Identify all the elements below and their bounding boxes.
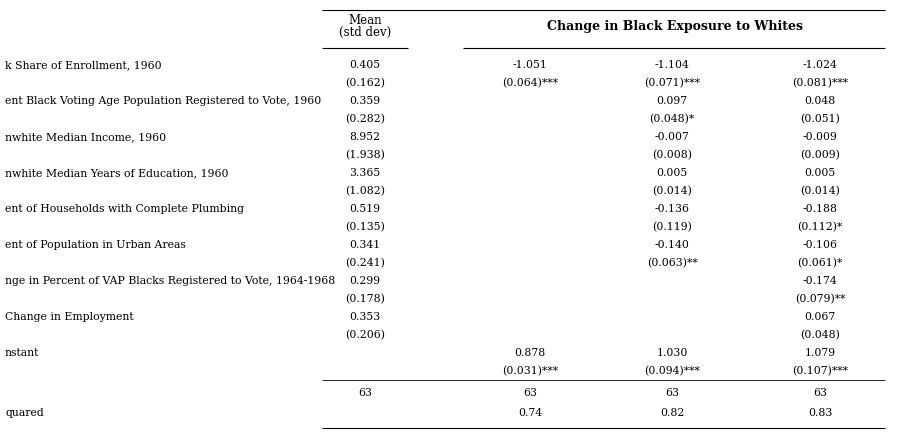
Text: (0.107)***: (0.107)*** — [792, 366, 848, 376]
Text: nge in Percent of VAP Blacks Registered to Vote, 1964-1968: nge in Percent of VAP Blacks Registered … — [5, 276, 336, 286]
Text: quared: quared — [5, 408, 44, 418]
Text: -1.051: -1.051 — [513, 60, 547, 70]
Text: (0.112)*: (0.112)* — [797, 222, 843, 232]
Text: 0.83: 0.83 — [808, 408, 833, 418]
Text: -0.188: -0.188 — [802, 204, 837, 214]
Text: 0.299: 0.299 — [349, 276, 381, 286]
Text: (0.064)***: (0.064)*** — [502, 78, 558, 88]
Text: 63: 63 — [358, 388, 372, 398]
Text: (0.063)**: (0.063)** — [646, 258, 697, 268]
Text: (1.082): (1.082) — [345, 186, 385, 196]
Text: (0.048)*: (0.048)* — [649, 114, 694, 124]
Text: 0.353: 0.353 — [349, 312, 381, 322]
Text: -1.024: -1.024 — [802, 60, 837, 70]
Text: 63: 63 — [665, 388, 679, 398]
Text: k Share of Enrollment, 1960: k Share of Enrollment, 1960 — [5, 60, 161, 70]
Text: (0.162): (0.162) — [345, 78, 385, 88]
Text: (0.061)*: (0.061)* — [797, 258, 843, 268]
Text: -0.106: -0.106 — [802, 240, 837, 250]
Text: Change in Employment: Change in Employment — [5, 312, 134, 322]
Text: -0.009: -0.009 — [802, 132, 837, 142]
Text: (0.282): (0.282) — [345, 114, 385, 124]
Text: (0.119): (0.119) — [652, 222, 692, 232]
Text: nwhite Median Income, 1960: nwhite Median Income, 1960 — [5, 132, 166, 142]
Text: (0.051): (0.051) — [800, 114, 840, 124]
Text: ent of Households with Complete Plumbing: ent of Households with Complete Plumbing — [5, 204, 244, 214]
Text: 8.952: 8.952 — [349, 132, 381, 142]
Text: (0.079)**: (0.079)** — [795, 294, 845, 304]
Text: 0.005: 0.005 — [657, 168, 688, 178]
Text: (0.241): (0.241) — [345, 258, 385, 268]
Text: (0.048): (0.048) — [800, 330, 840, 340]
Text: (std dev): (std dev) — [339, 26, 392, 39]
Text: 0.878: 0.878 — [514, 348, 546, 358]
Text: (0.206): (0.206) — [345, 330, 385, 340]
Text: (0.014): (0.014) — [652, 186, 692, 196]
Text: 0.067: 0.067 — [804, 312, 835, 322]
Text: (0.071)***: (0.071)*** — [644, 78, 700, 88]
Text: 0.519: 0.519 — [349, 204, 381, 214]
Text: (0.178): (0.178) — [345, 294, 385, 304]
Text: -0.007: -0.007 — [655, 132, 690, 142]
Text: 0.097: 0.097 — [657, 96, 688, 106]
Text: 1.030: 1.030 — [657, 348, 688, 358]
Text: -1.104: -1.104 — [655, 60, 690, 70]
Text: 0.359: 0.359 — [349, 96, 381, 106]
Text: (0.014): (0.014) — [800, 186, 840, 196]
Text: 0.74: 0.74 — [518, 408, 542, 418]
Text: nwhite Median Years of Education, 1960: nwhite Median Years of Education, 1960 — [5, 168, 228, 178]
Text: nstant: nstant — [5, 348, 39, 358]
Text: 0.048: 0.048 — [804, 96, 835, 106]
Text: (0.031)***: (0.031)*** — [502, 366, 558, 376]
Text: (0.081)***: (0.081)*** — [792, 78, 848, 88]
Text: (1.938): (1.938) — [345, 150, 385, 160]
Text: -0.136: -0.136 — [655, 204, 690, 214]
Text: 63: 63 — [813, 388, 827, 398]
Text: 0.005: 0.005 — [804, 168, 835, 178]
Text: 0.82: 0.82 — [660, 408, 684, 418]
Text: 3.365: 3.365 — [349, 168, 381, 178]
Text: -0.174: -0.174 — [802, 276, 837, 286]
Text: (0.008): (0.008) — [652, 150, 692, 160]
Text: Change in Black Exposure to Whites: Change in Black Exposure to Whites — [547, 20, 803, 33]
Text: 0.341: 0.341 — [349, 240, 381, 250]
Text: -0.140: -0.140 — [655, 240, 690, 250]
Text: (0.135): (0.135) — [345, 222, 385, 232]
Text: (0.094)***: (0.094)*** — [644, 366, 700, 376]
Text: Mean: Mean — [348, 14, 381, 27]
Text: ent Black Voting Age Population Registered to Vote, 1960: ent Black Voting Age Population Register… — [5, 96, 321, 106]
Text: 63: 63 — [523, 388, 537, 398]
Text: 1.079: 1.079 — [804, 348, 835, 358]
Text: (0.009): (0.009) — [800, 150, 840, 160]
Text: 0.405: 0.405 — [349, 60, 381, 70]
Text: ent of Population in Urban Areas: ent of Population in Urban Areas — [5, 240, 186, 250]
